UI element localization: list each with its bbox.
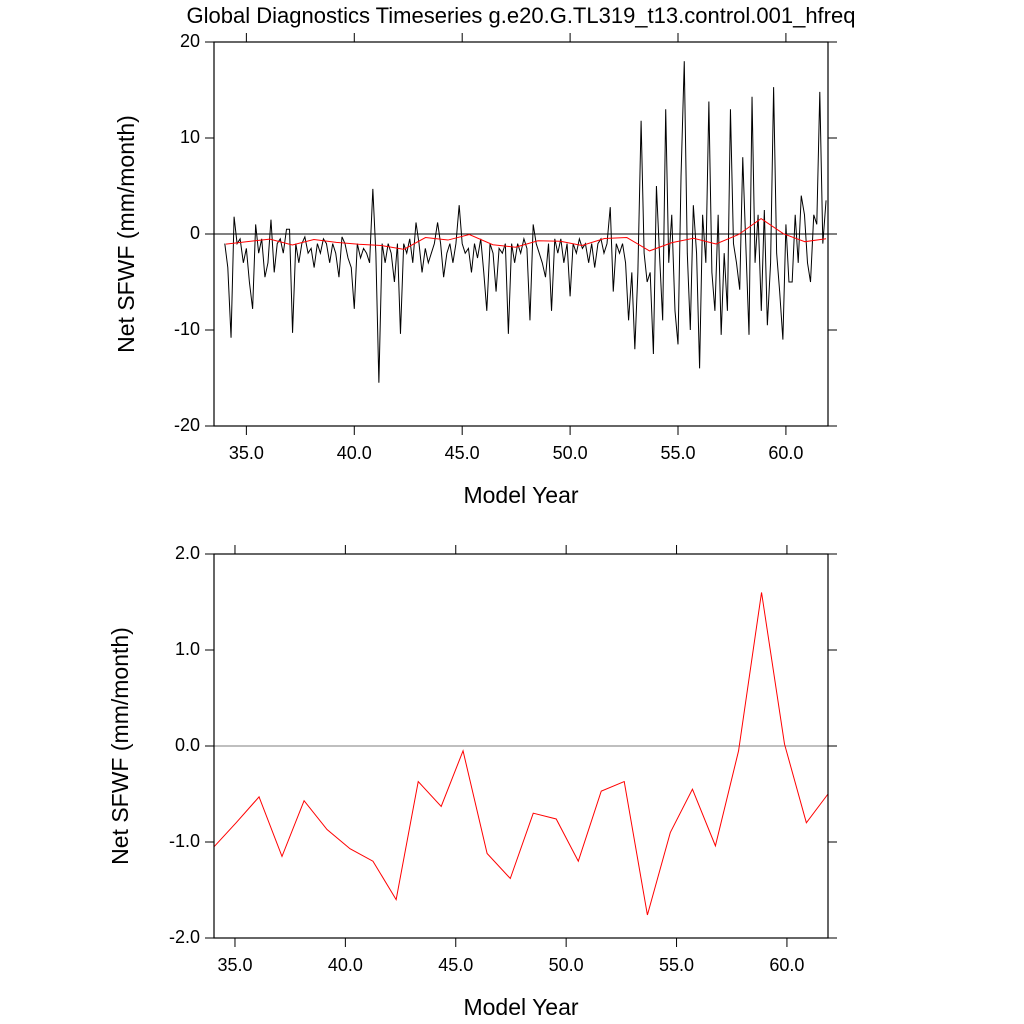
y-tick-label: 1.0 bbox=[175, 639, 200, 659]
x-axis-title: Model Year bbox=[463, 482, 578, 508]
data-line bbox=[224, 61, 827, 383]
x-tick-label: 50.0 bbox=[549, 955, 584, 975]
data-line bbox=[225, 218, 827, 252]
x-tick-label: 50.0 bbox=[553, 443, 588, 463]
x-tick-label: 60.0 bbox=[769, 955, 804, 975]
plot-frame bbox=[213, 41, 829, 427]
y-tick-label: -2.0 bbox=[169, 927, 200, 947]
y-axis-title: Net SFWF (mm/month) bbox=[113, 115, 139, 353]
y-tick-label: 10 bbox=[180, 127, 200, 147]
y-tick-label: -10 bbox=[174, 319, 200, 339]
y-tick-label: -20 bbox=[174, 415, 200, 435]
y-tick-label: 2.0 bbox=[175, 543, 200, 563]
x-axis-title: Model Year bbox=[463, 994, 578, 1020]
x-tick-label: 35.0 bbox=[217, 955, 252, 975]
x-tick-label: 40.0 bbox=[337, 443, 372, 463]
x-tick-label: 40.0 bbox=[328, 955, 363, 975]
y-tick-label: -1.0 bbox=[169, 831, 200, 851]
x-tick-label: 45.0 bbox=[438, 955, 473, 975]
x-tick-label: 35.0 bbox=[229, 443, 264, 463]
chart-title: Global Diagnostics Timeseries g.e20.G.TL… bbox=[187, 3, 856, 28]
y-tick-label: 20 bbox=[180, 31, 200, 51]
plot-frame bbox=[213, 553, 829, 939]
data-line bbox=[213, 592, 829, 916]
x-tick-label: 45.0 bbox=[445, 443, 480, 463]
y-tick-label: 0 bbox=[190, 223, 200, 243]
x-tick-label: 60.0 bbox=[768, 443, 803, 463]
y-tick-label: 0.0 bbox=[175, 735, 200, 755]
y-axis-title: Net SFWF (mm/month) bbox=[107, 627, 133, 865]
x-tick-label: 55.0 bbox=[660, 443, 695, 463]
x-tick-label: 55.0 bbox=[659, 955, 694, 975]
